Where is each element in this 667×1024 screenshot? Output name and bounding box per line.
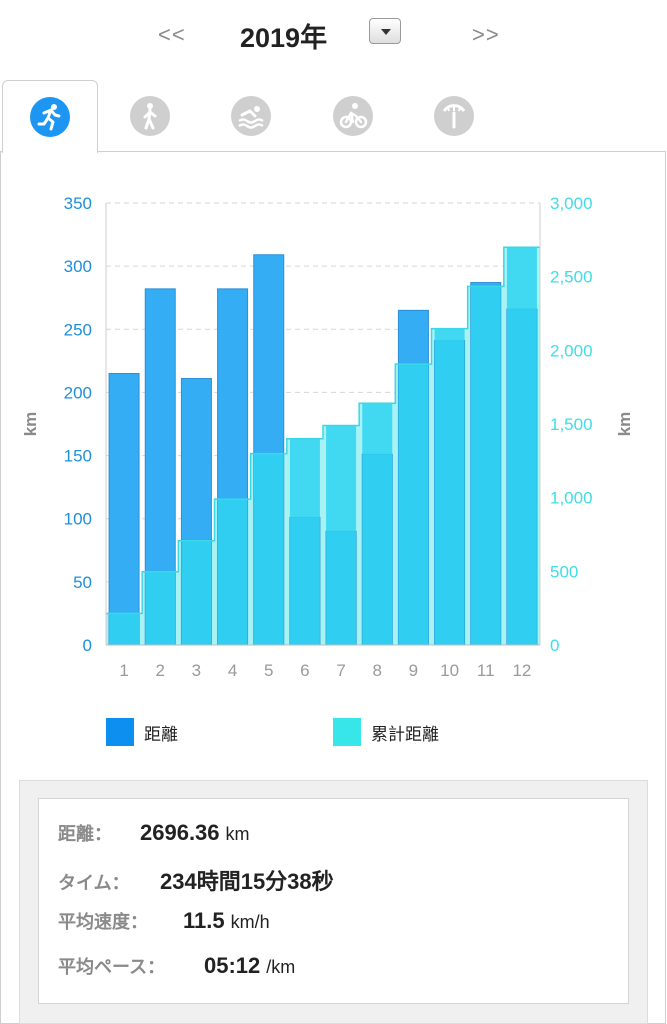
right-tick-label: 2,000: [550, 341, 593, 360]
activity-tabs: [0, 80, 667, 153]
legend-cumulative-label: 累計距離: [371, 724, 439, 744]
stat-distance-value: 2696.36: [140, 820, 220, 845]
cumulative-line: [106, 246, 540, 615]
cumulative-bar-2: [145, 571, 176, 645]
tab-walking[interactable]: [102, 80, 198, 152]
stat-time-label: タイム：: [58, 873, 130, 893]
previous-year-button[interactable]: <<: [158, 22, 186, 47]
cumulative-bar-1: [109, 613, 140, 645]
left-tick-label: 350: [64, 194, 92, 213]
x-tick-label: 4: [228, 661, 237, 680]
right-axis-title: km: [615, 412, 634, 437]
chart-axes: 0 50 100 150 200 250 300 350 0 500 1,000 1,500 2,000…: [21, 194, 634, 680]
cycling-icon: [333, 96, 373, 136]
legend-cumulative-swatch: [333, 718, 361, 746]
left-tick-label: 100: [64, 510, 92, 529]
right-tick-label: 3,000: [550, 194, 593, 213]
stat-distance-unit: km: [225, 824, 250, 844]
legend-cumulative[interactable]: 累計距離: [333, 718, 439, 746]
legend-distance-label: 距離: [144, 724, 178, 744]
stat-distance-label: 距離：: [58, 824, 112, 844]
tab-swimming[interactable]: [203, 80, 299, 152]
right-tick-label: 1,500: [550, 415, 593, 434]
x-tick-label: 1: [119, 661, 128, 680]
stat-time-value: 234時間15分38秒: [160, 869, 334, 894]
tab-other[interactable]: [406, 80, 502, 152]
x-tick-label: 12: [512, 661, 531, 680]
cumulative-bar-12: [506, 247, 537, 645]
x-tick-label: 9: [409, 661, 418, 680]
stat-avg-speed-label: 平均速度：: [58, 912, 148, 932]
cumulative-bar-9: [398, 364, 429, 645]
monthly-distance-chart: 0 50 100 150 200 250 300 350 0 500 1,000 1,500 2,000…: [21, 194, 634, 680]
right-tick-label: 500: [550, 562, 578, 581]
cumulative-bar-11: [470, 286, 501, 645]
right-tick-label: 2,500: [550, 268, 593, 287]
stat-avg-speed-unit: km/h: [230, 912, 270, 932]
cumulative-bar-6: [289, 438, 320, 645]
swimming-icon: [231, 96, 271, 136]
x-tick-label: 8: [373, 661, 382, 680]
right-tick-label: 0: [550, 636, 559, 655]
next-year-button[interactable]: >>: [472, 22, 500, 47]
left-axis-title: km: [21, 412, 40, 437]
stat-distance: 距離： 2696.36 km: [58, 820, 250, 846]
x-tick-label: 3: [192, 661, 201, 680]
left-tick-label: 0: [83, 636, 92, 655]
legend-distance[interactable]: 距離: [106, 718, 178, 746]
x-tick-label: 7: [336, 661, 345, 680]
cumulative-bar-4: [217, 499, 248, 645]
year-dropdown-button[interactable]: [369, 18, 401, 44]
stat-avg-pace-value: 05:12: [204, 953, 261, 978]
distance-bars: [108, 247, 538, 646]
x-tick-label: 2: [156, 661, 165, 680]
x-tick-label: 5: [264, 661, 273, 680]
left-tick-label: 250: [64, 320, 92, 339]
tab-cycling[interactable]: [305, 80, 401, 152]
distance-bar-1: [108, 372, 140, 646]
right-tick-label: 1,000: [550, 489, 593, 508]
summary-card: [38, 798, 629, 1004]
other-icon: [434, 96, 474, 136]
year-navigation: << 2019年 >>: [0, 0, 667, 72]
x-tick-label: 6: [300, 661, 309, 680]
x-tick-label: 11: [477, 661, 495, 680]
x-tick-label: 10: [440, 661, 459, 680]
stat-avg-pace-label: 平均ペース：: [58, 957, 166, 977]
stat-avg-speed: 平均速度： 11.5 km/h: [58, 908, 270, 934]
walking-icon: [130, 96, 170, 136]
left-tick-label: 300: [64, 257, 92, 276]
stat-avg-speed-value: 11.5: [183, 908, 225, 933]
left-tick-label: 50: [73, 573, 92, 592]
cumulative-bar-3: [181, 540, 212, 645]
left-tick-label: 200: [64, 383, 92, 402]
left-tick-label: 150: [64, 447, 92, 466]
cumulative-bar-10: [434, 328, 465, 645]
legend-distance-swatch: [106, 718, 134, 746]
cumulative-bar-8: [362, 403, 393, 645]
stat-avg-pace: 平均ペース： 05:12 /km: [58, 953, 295, 979]
cumulative-bar-7: [326, 425, 357, 645]
cumulative-bar-5: [253, 453, 284, 645]
stat-time: タイム： 234時間15分38秒: [58, 864, 334, 896]
tab-running[interactable]: [2, 80, 98, 153]
running-icon: [30, 97, 70, 137]
cumulative-step-line: [106, 246, 540, 615]
year-label: 2019年: [240, 23, 328, 53]
stat-avg-pace-unit: /km: [266, 957, 296, 977]
